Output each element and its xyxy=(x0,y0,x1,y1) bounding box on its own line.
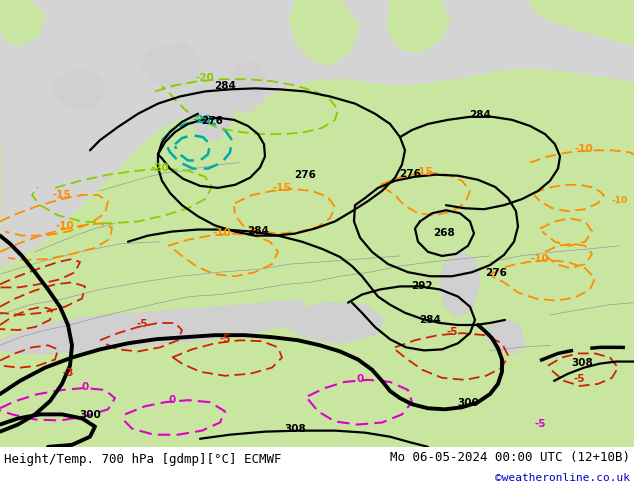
Polygon shape xyxy=(182,86,235,140)
Text: 308: 308 xyxy=(571,358,593,368)
Text: 284: 284 xyxy=(469,110,491,120)
Polygon shape xyxy=(0,299,310,353)
Text: -20: -20 xyxy=(151,163,169,172)
Text: -10: -10 xyxy=(56,220,74,230)
Polygon shape xyxy=(388,0,450,53)
Polygon shape xyxy=(440,252,480,317)
Text: -15: -15 xyxy=(273,183,292,193)
Text: 276: 276 xyxy=(201,116,223,126)
Text: -5: -5 xyxy=(573,374,585,384)
Polygon shape xyxy=(52,69,105,110)
Text: -5: -5 xyxy=(446,327,458,337)
Polygon shape xyxy=(0,0,634,144)
Text: -10: -10 xyxy=(612,196,628,205)
Text: 308: 308 xyxy=(284,424,306,434)
Text: 276: 276 xyxy=(294,170,316,180)
Text: -20: -20 xyxy=(196,73,214,83)
Text: 0: 0 xyxy=(81,382,89,392)
Text: 292: 292 xyxy=(411,281,433,292)
Text: 0: 0 xyxy=(356,374,364,384)
Text: -5: -5 xyxy=(534,418,546,429)
Polygon shape xyxy=(142,43,200,89)
Polygon shape xyxy=(0,69,634,447)
Text: 284: 284 xyxy=(419,315,441,325)
Text: -5: -5 xyxy=(219,334,231,344)
Text: -15: -15 xyxy=(415,167,434,177)
Polygon shape xyxy=(282,303,385,343)
Polygon shape xyxy=(290,0,360,66)
Polygon shape xyxy=(0,0,45,46)
Text: Mo 06-05-2024 00:00 UTC (12+10B): Mo 06-05-2024 00:00 UTC (12+10B) xyxy=(390,451,630,465)
Text: 300: 300 xyxy=(79,411,101,420)
Text: -3: -3 xyxy=(62,368,74,378)
Text: -10: -10 xyxy=(212,228,231,238)
Text: Height/Temp. 700 hPa [gdmp][°C] ECMWF: Height/Temp. 700 hPa [gdmp][°C] ECMWF xyxy=(4,453,281,466)
Polygon shape xyxy=(530,0,634,46)
Text: 300: 300 xyxy=(457,398,479,408)
Text: -15: -15 xyxy=(53,190,72,200)
Text: 0: 0 xyxy=(169,395,176,405)
Polygon shape xyxy=(228,61,268,114)
Polygon shape xyxy=(488,320,525,353)
Text: 284: 284 xyxy=(247,225,269,236)
Text: -10: -10 xyxy=(574,145,593,154)
Text: -10: -10 xyxy=(531,254,550,264)
Text: -5: -5 xyxy=(136,319,148,329)
Text: ©weatheronline.co.uk: ©weatheronline.co.uk xyxy=(495,473,630,483)
Text: 268: 268 xyxy=(433,228,455,238)
Text: 284: 284 xyxy=(214,81,236,91)
Text: 276: 276 xyxy=(399,169,421,179)
Polygon shape xyxy=(0,0,634,447)
Text: -25: -25 xyxy=(193,115,211,125)
Text: 276: 276 xyxy=(485,268,507,278)
